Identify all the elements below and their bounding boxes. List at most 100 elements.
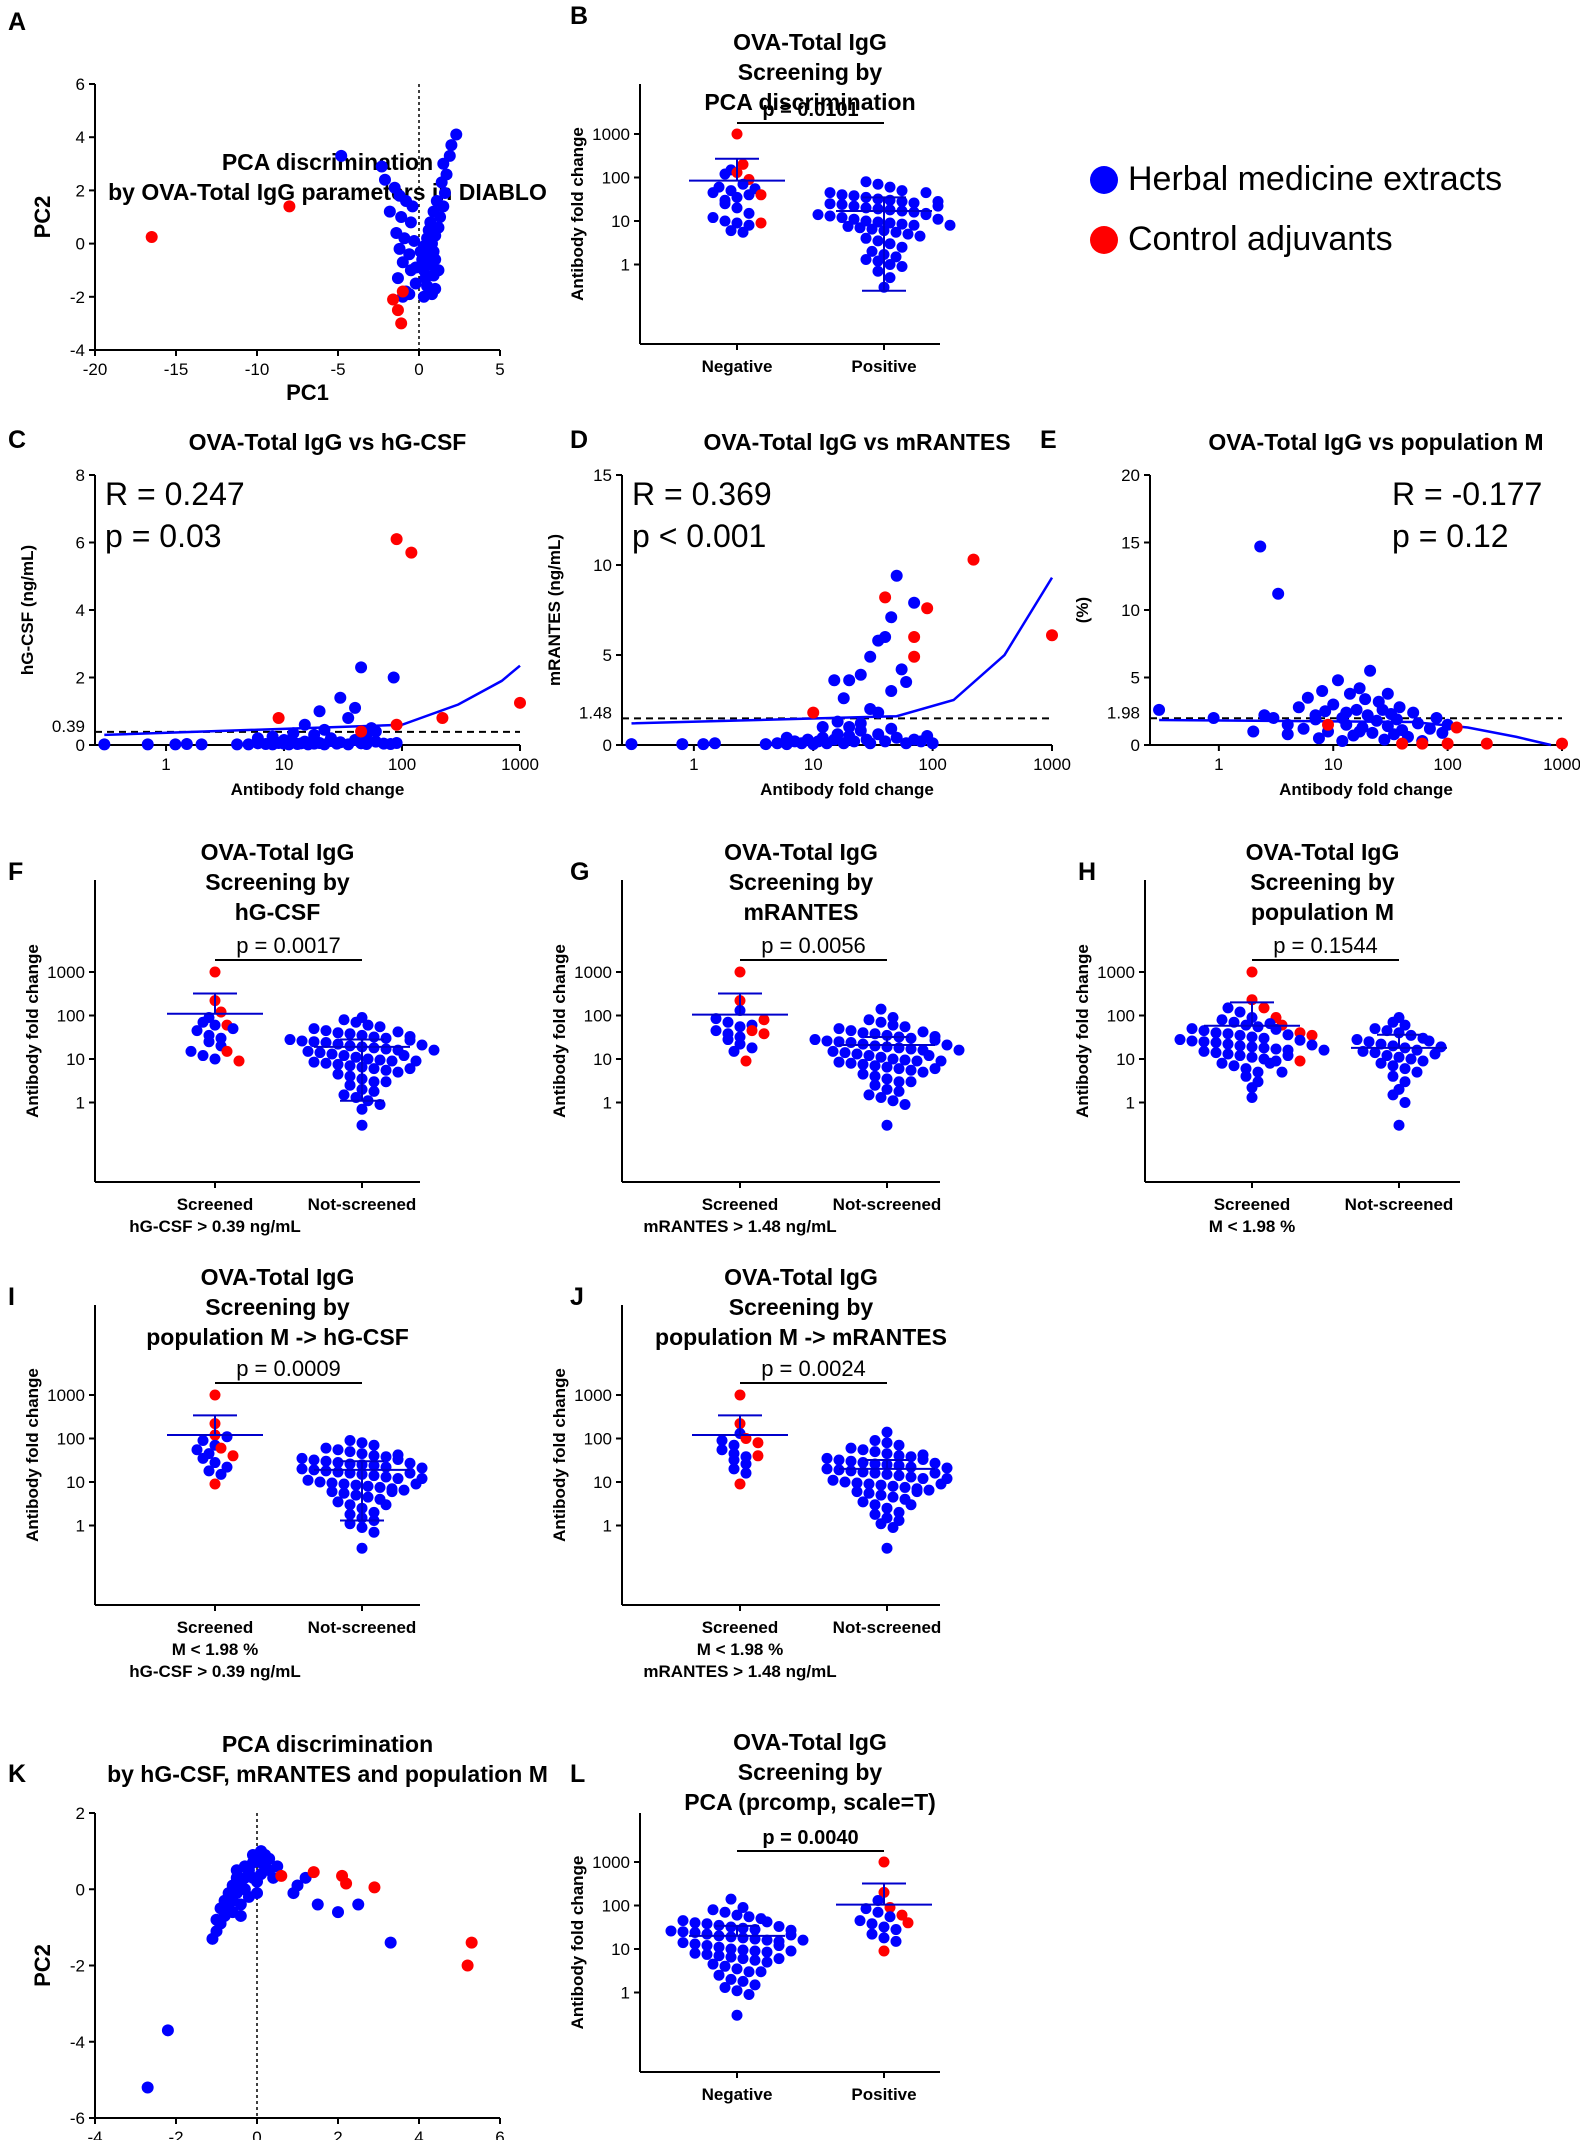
data-point-herbal	[296, 1035, 308, 1047]
x-tick-label: Positive	[851, 2085, 916, 2104]
data-point-herbal	[677, 1915, 689, 1927]
data-point-herbal	[1267, 712, 1280, 724]
data-point-herbal	[1399, 1063, 1411, 1075]
data-point-herbal	[725, 1951, 737, 1963]
data-point-herbal	[941, 1039, 953, 1051]
data-point-herbal	[869, 1508, 881, 1520]
y-tick-label: 0	[603, 736, 612, 755]
chart-title-line: PCA discrimination	[222, 1731, 433, 1757]
data-point-herbal	[1378, 733, 1391, 746]
data-point-herbal	[737, 226, 749, 238]
y-tick-label: 0	[76, 1880, 85, 1899]
data-point-herbal	[326, 1048, 338, 1060]
data-point-herbal	[332, 1496, 344, 1508]
chart-panel-j: OVA-Total IgG Screening by population M ->…	[550, 1264, 953, 1681]
data-point-herbal	[197, 1050, 209, 1062]
data-point-herbal	[1381, 1025, 1393, 1037]
data-point-herbal	[845, 1036, 857, 1048]
y-tick-label: 4	[76, 601, 85, 620]
data-point-herbal	[899, 1054, 911, 1066]
data-point-herbal	[1246, 1092, 1258, 1104]
data-point-herbal	[1254, 540, 1267, 553]
data-point-herbal	[380, 1043, 392, 1055]
data-point-control	[1246, 966, 1258, 978]
data-point-herbal	[209, 1019, 221, 1031]
data-point-herbal	[395, 211, 408, 223]
x-tick-label: Screened	[1214, 1195, 1291, 1214]
data-point-herbal	[1336, 734, 1349, 747]
data-point-herbal	[881, 1542, 893, 1554]
data-point-herbal	[410, 1478, 422, 1490]
data-point-herbal	[864, 650, 877, 663]
data-point-herbal	[920, 187, 932, 199]
data-point-control	[878, 1856, 890, 1868]
data-point-herbal	[287, 727, 300, 740]
x-sublabel: M < 1.98 %	[172, 1640, 258, 1659]
data-point-herbal	[1301, 691, 1314, 704]
chart-panel-b: OVA-Total IgG Screening by PCA discriminat…	[568, 2, 956, 376]
data-point-herbal	[863, 1050, 875, 1062]
data-point-herbal	[677, 1937, 689, 1949]
data-point-herbal	[737, 1944, 749, 1956]
data-point-herbal	[296, 1463, 308, 1475]
data-point-control	[275, 1869, 288, 1882]
y-tick-label: 2	[76, 669, 85, 688]
data-point-herbal	[332, 1466, 344, 1478]
data-point-herbal	[872, 203, 884, 215]
data-point-herbal	[887, 1011, 899, 1023]
data-point-herbal	[1399, 1019, 1411, 1031]
data-point-herbal	[1375, 1038, 1387, 1050]
panel-label: D	[570, 426, 588, 454]
chart-title-line: OVA-Total IgG	[733, 1729, 887, 1755]
data-point-herbal	[869, 1060, 881, 1072]
data-point-herbal	[836, 198, 848, 210]
data-point-herbal	[749, 1954, 761, 1966]
data-point-control	[1046, 629, 1058, 642]
chart-panel-d: OVA-Total IgG vs mRANTES D 1 10 100 1000 0 5 10 1…	[545, 426, 1071, 799]
data-point-herbal	[743, 1911, 755, 1923]
threshold-label: 0.39	[52, 717, 85, 736]
data-point-herbal	[731, 217, 743, 229]
data-point-herbal	[707, 1958, 719, 1970]
y-tick-label: 1000	[47, 963, 85, 982]
data-point-herbal	[1246, 1031, 1258, 1043]
data-point-herbal	[851, 1477, 863, 1489]
data-point-control	[209, 966, 221, 978]
y-tick-label: 10	[66, 1050, 85, 1069]
data-point-control	[734, 1389, 746, 1401]
data-point-herbal	[1228, 1060, 1240, 1072]
data-point-herbal	[911, 1486, 923, 1498]
data-point-herbal	[905, 1076, 917, 1088]
y-axis-label: Antibody fold change	[23, 944, 42, 1118]
data-point-herbal	[701, 1940, 713, 1952]
data-point-herbal	[917, 1453, 929, 1465]
data-point-herbal	[831, 728, 844, 741]
data-point-herbal	[308, 728, 321, 741]
data-point-herbal	[773, 1920, 785, 1932]
data-point-herbal	[743, 1988, 755, 2000]
data-point-herbal	[833, 1454, 845, 1466]
data-point-herbal	[689, 1938, 701, 1950]
data-point-herbal	[230, 1864, 243, 1877]
data-point-control	[908, 631, 921, 643]
data-point-herbal	[350, 1479, 362, 1491]
data-point-herbal	[842, 220, 854, 232]
data-point-herbal	[1363, 1036, 1375, 1048]
x-sublabel: mRANTES > 1.48 ng/mL	[643, 1662, 836, 1681]
data-point-herbal	[1210, 1047, 1222, 1059]
chart-title-line: Screening by	[738, 1759, 883, 1785]
data-point-herbal	[1399, 1097, 1411, 1108]
data-point-herbal	[905, 1461, 917, 1473]
data-point-herbal	[368, 1526, 380, 1538]
data-point-control	[1258, 1002, 1270, 1014]
data-point-herbal	[872, 193, 884, 205]
data-point-herbal	[338, 1089, 350, 1101]
data-point-herbal	[438, 187, 451, 200]
data-point-herbal	[440, 168, 453, 181]
x-tick-label: 1000	[501, 755, 539, 774]
chart-title-line: OVA-Total IgG	[733, 29, 887, 55]
data-point-herbal	[878, 1921, 890, 1933]
data-point-herbal	[743, 1966, 755, 1978]
x-tick-label: 100	[1433, 755, 1461, 774]
data-point-herbal	[430, 195, 443, 208]
